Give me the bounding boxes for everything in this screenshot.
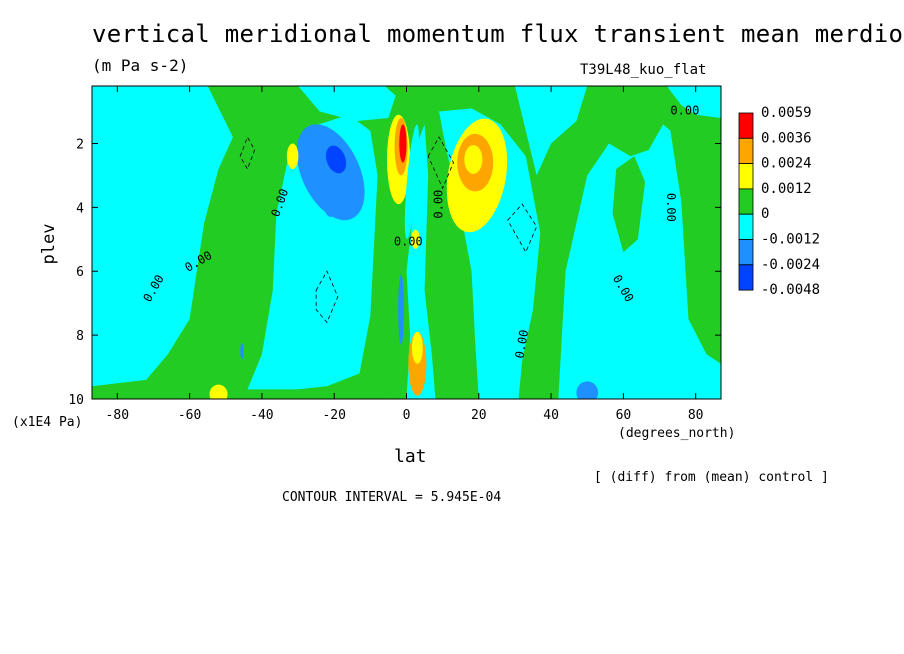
x-tick-label: 0 (403, 408, 411, 423)
y-tick-label: 8 (76, 329, 84, 344)
negative-region-5 (514, 86, 588, 176)
dashed-contour-3 (507, 203, 538, 253)
neg-strip-lower (398, 274, 404, 345)
contour-label: 0.00 (394, 235, 423, 249)
positive-island-2 (384, 373, 407, 399)
dashed-contour-0 (239, 136, 256, 170)
positive-island-0 (175, 360, 205, 399)
colorbar-label: 0.0024 (761, 156, 812, 172)
x-units-label: (degrees_north) (618, 426, 736, 441)
x-tick-label: 40 (543, 408, 559, 423)
x-tick-label: 20 (471, 408, 487, 423)
pos-spot-south (286, 143, 299, 170)
colorbar-swatch (738, 112, 754, 139)
colorbar-label: 0.0012 (761, 181, 812, 197)
x-axis-label: lat (394, 446, 427, 467)
contour-interval-note: CONTOUR INTERVAL = 5.945E-04 (282, 490, 502, 505)
x-tick-label: -60 (178, 408, 201, 423)
colorbar-swatch (738, 163, 754, 190)
negative-region-2 (298, 86, 396, 122)
x-tick-label: -20 (322, 408, 345, 423)
dashed-contour-2 (427, 136, 454, 190)
negative-region-6 (558, 124, 721, 399)
contour-label: 0.00 (512, 329, 531, 360)
positive-island-1 (612, 156, 646, 253)
colorbar: 0.0059 0.0036 0.0024 0.0012 0 -0.0012 -0.0024 -… (738, 105, 820, 298)
colorbar-label: 0.0059 (761, 105, 812, 121)
contour-label: 0.00 (664, 193, 678, 222)
chart-title: vertical meridional momentum flux transi… (92, 20, 904, 48)
pos-spot-southwest (209, 384, 228, 399)
y-tick-label: 10 (68, 393, 84, 408)
run-label: T39L48_kuo_flat (580, 62, 707, 78)
pos-spot-mid (411, 229, 420, 249)
colorbar-swatch (738, 188, 754, 215)
pos-cell-bottom-inner (411, 331, 423, 364)
colorbar-swatch (738, 213, 754, 240)
x-tick-label: -80 (106, 408, 129, 423)
colorbar-swatch (738, 239, 754, 266)
colorbar-label: -0.0024 (761, 257, 820, 273)
contour-label: 0.00 (670, 104, 699, 118)
neg-spot-southwest (240, 343, 244, 360)
x-tick-label: 80 (688, 408, 704, 423)
colorbar-swatch (738, 264, 754, 291)
negative-region-3 (406, 124, 436, 399)
pos-cell-north-core (464, 145, 483, 174)
y-scale-label: (x1E4 Pa) (12, 415, 83, 430)
y-tick-label: 6 (76, 265, 84, 280)
negative-region-7 (666, 86, 721, 118)
colorbar-label: -0.0048 (761, 282, 820, 298)
neg-strip-equator (404, 124, 420, 240)
neg-spot-northeast (576, 381, 599, 399)
y-axis-label: plev (39, 224, 59, 265)
axes: -80 -60 -40 -20 0 20 40 60 80 2 4 6 8 10 (68, 86, 721, 423)
contour-label: 0.00 (432, 190, 446, 219)
neg-cell-south-lobe (323, 185, 338, 217)
colorbar-label: 0.0036 (761, 130, 812, 146)
y-tick-label: 4 (76, 201, 84, 216)
x-tick-label: -40 (250, 408, 273, 423)
y-tick-label: 2 (76, 137, 84, 152)
contour-field: 0.000.000.000.000.000.000.000.000.00 (92, 86, 721, 399)
colorbar-label: 0 (761, 206, 769, 222)
diff-note: [ (diff) from (mean) control ] (594, 470, 829, 485)
colorbar-swatch (738, 137, 754, 165)
negative-region-0 (92, 86, 233, 387)
colorbar-label: -0.0012 (761, 232, 820, 248)
units-label: (m Pa s-2) (92, 56, 189, 75)
neg-cell-south-core (325, 145, 347, 174)
pos-cell-equator-core (399, 124, 407, 163)
x-tick-label: 60 (616, 408, 632, 423)
dashed-contour-1 (315, 270, 339, 324)
